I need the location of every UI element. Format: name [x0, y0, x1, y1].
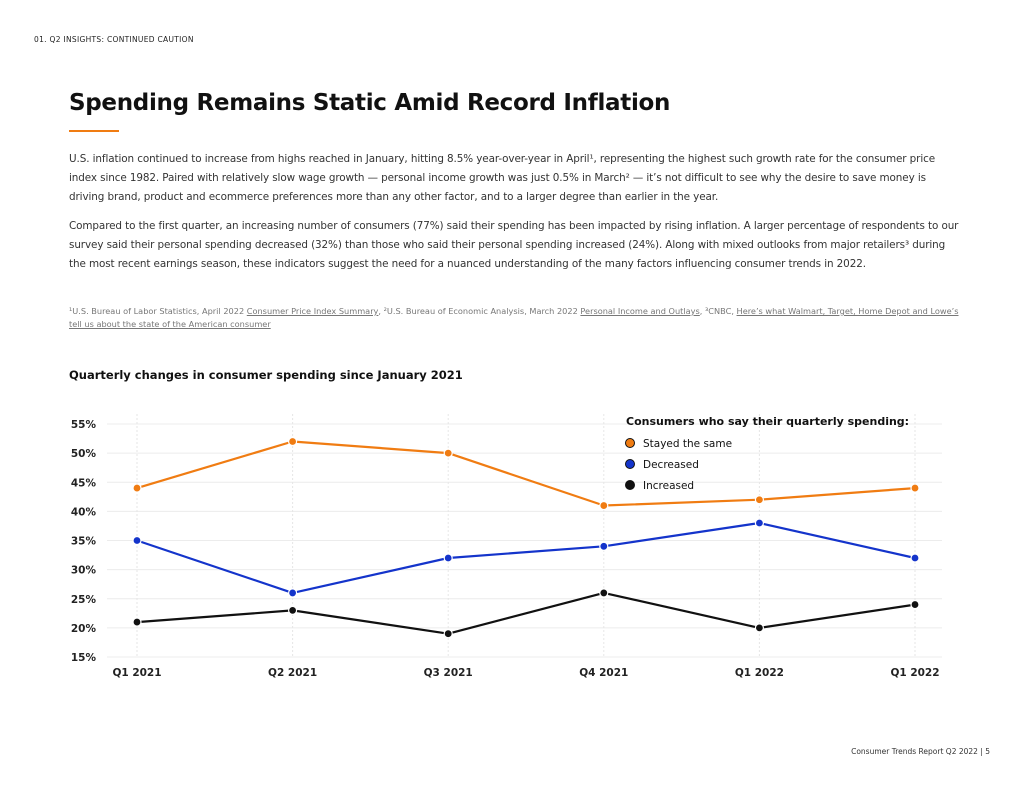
data-point-decreased [132, 535, 142, 546]
legend-title: Consumers who say their quarterly spendi… [626, 415, 909, 428]
y-tick-label: 20% [71, 623, 97, 635]
footnote-2-text: , ²U.S. Bureau of Economic Analysis, Mar… [378, 306, 581, 316]
data-point-increased [443, 629, 453, 639]
data-point-increased [132, 617, 142, 627]
y-tick-label: 15% [71, 652, 97, 664]
data-point-stayed-the-same [910, 483, 920, 493]
page-footer: Consumer Trends Report Q2 2022 | 5 [851, 747, 990, 756]
footnote-link-personal-income[interactable]: Personal Income and Outlays [580, 306, 700, 316]
x-tick-label: Q1 2022 [890, 667, 939, 679]
data-point-decreased [754, 518, 765, 528]
x-tick-label: Q4 2021 [579, 667, 628, 679]
consumer-spending-line-chart: 55% 50% 45% 40% 35% 30% 25% 20% 15% Q1 2021 Q2 202… [71, 414, 942, 679]
data-point-increased [288, 605, 298, 615]
x-tick-label: Q1 2022 [735, 667, 784, 679]
legend-marker [625, 480, 635, 490]
data-point-decreased [910, 553, 920, 563]
series-line-increased [136, 591, 916, 635]
data-point-increased [910, 599, 920, 610]
y-tick-label: 25% [71, 594, 97, 606]
legend-marker [625, 438, 635, 448]
footnote-link-cpi-summary[interactable]: Consumer Price Index Summary [246, 306, 379, 316]
x-tick-label: Q2 2021 [268, 667, 317, 679]
paragraph-spending: Compared to the first quarter, an increa… [69, 220, 959, 270]
y-tick-label: 50% [71, 448, 97, 460]
footnote-link-cnbc-article[interactable]: Here’s what Walmart, Target, Home Depot … [69, 306, 959, 329]
y-tick-label: 40% [71, 506, 97, 518]
legend-marker [625, 459, 635, 469]
data-point-stayed-the-same [443, 448, 453, 458]
footnote-3-text: , ³CNBC, [699, 306, 737, 316]
legend-label: Increased [643, 480, 694, 492]
page-title: Spending Remains Static Amid Record Infl… [69, 90, 671, 116]
x-tick-label: Q1 2021 [112, 667, 161, 679]
data-point-decreased [599, 541, 609, 551]
data-point-stayed-the-same [132, 483, 142, 493]
data-point-decreased [443, 553, 453, 563]
y-tick-label: 55% [71, 419, 97, 431]
title-underline [69, 130, 119, 132]
series-line-stayed-the-same [136, 440, 916, 507]
footnotes: ¹U.S. Bureau of Labor Statistics, April … [69, 305, 959, 331]
data-point-stayed-the-same [754, 495, 765, 505]
y-tick-label: 35% [71, 536, 97, 548]
data-point-decreased [288, 588, 298, 598]
data-point-stayed-the-same [599, 500, 609, 511]
footnote-1-text: ¹U.S. Bureau of Labor Statistics, April … [69, 306, 247, 316]
x-tick-label: Q3 2021 [424, 667, 473, 679]
legend-label: Decreased [643, 459, 699, 471]
y-tick-label: 30% [71, 565, 97, 577]
y-tick-label: 45% [71, 477, 97, 489]
series-line-decreased [136, 521, 916, 594]
paragraph-inflation: U.S. inflation continued to increase fro… [69, 153, 936, 203]
data-point-increased [599, 588, 609, 598]
data-point-increased [754, 623, 765, 633]
legend-label: Stayed the same [643, 438, 732, 450]
data-point-stayed-the-same [288, 436, 298, 447]
chart-title: Quarterly changes in consumer spending s… [69, 368, 463, 382]
section-label: 01. Q2 INSIGHTS: CONTINUED CAUTION [34, 35, 194, 44]
